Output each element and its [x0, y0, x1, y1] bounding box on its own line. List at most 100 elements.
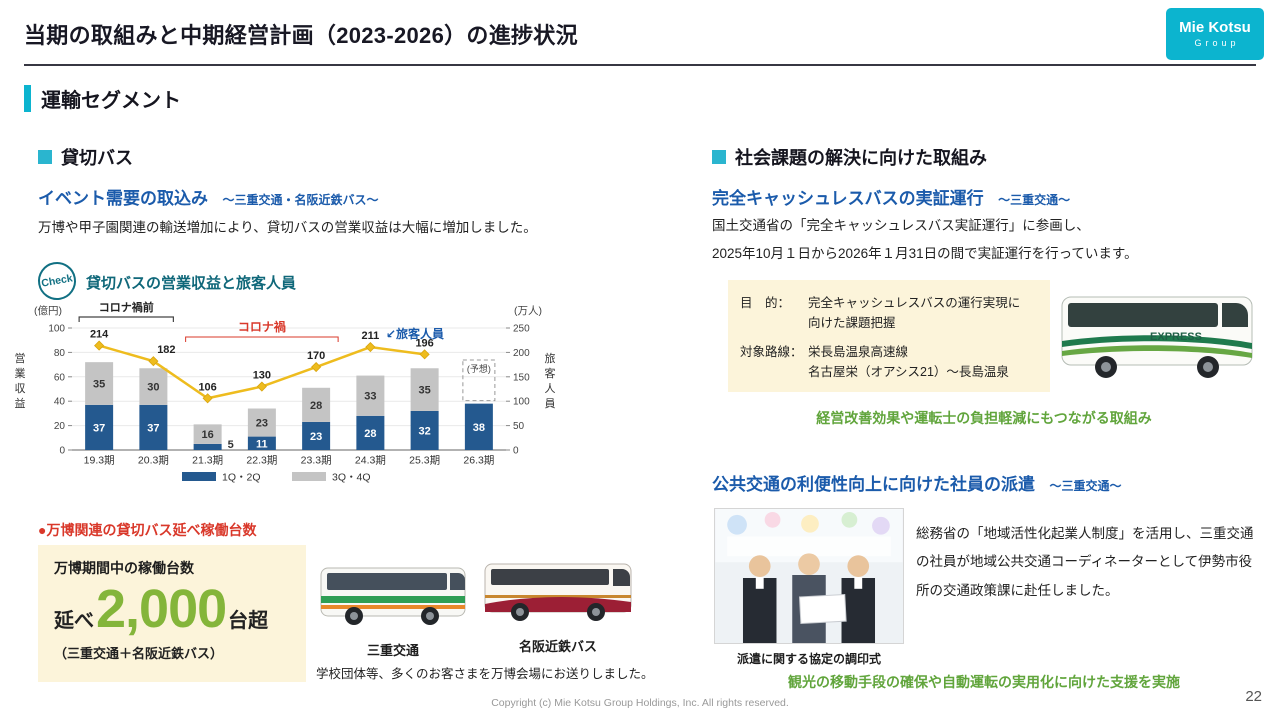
stat-note: （三重交通＋名阪近鉄バス） [54, 646, 224, 661]
topic-cashless: 完全キャッシュレスバスの実証運行 ～三重交通～ [712, 184, 1070, 209]
section-title: 運輸セグメント [41, 90, 181, 112]
svg-text:↙旅客人員: ↙旅客人員 [386, 326, 444, 341]
expo-fleet-bullet: ●万博関連の貸切バス延べ稼働台数 [38, 522, 257, 538]
bus-sign-text: EXPRESS [1150, 331, 1202, 343]
svg-text:37: 37 [93, 422, 105, 434]
stat-box-title: 万博期間中の稼働台数 [54, 560, 194, 576]
svg-text:200: 200 [513, 348, 530, 359]
svg-text:23: 23 [256, 418, 268, 430]
topic-dispatch-scope: ～三重交通～ [1049, 479, 1122, 493]
square-bullet-icon [712, 150, 726, 164]
svg-text:35: 35 [419, 385, 431, 397]
svg-text:0: 0 [513, 446, 519, 457]
svg-text:250: 250 [513, 324, 530, 335]
svg-text:33: 33 [364, 391, 376, 403]
topic-event-demand: イベント需要の取込み ～三重交通・名阪近鉄バス～ [38, 184, 378, 209]
route-row: 対象路線： 栄長島温泉高速線 名古屋栄（オアシス21）～長島温泉 [740, 342, 1038, 382]
topic-dispatch: 公共交通の利便性向上に向けた社員の派遣 ～三重交通～ [712, 470, 1121, 495]
event-demand-body: 万博や甲子園関連の輸送増加により、貸切バスの営業収益は大幅に増加しました。 [38, 220, 537, 235]
chart-title: 貸切バスの営業収益と旅客人員 [86, 275, 297, 292]
meihan-kintetsu-bus-photo [482, 552, 634, 630]
svg-text:コロナ禍前: コロナ禍前 [99, 300, 154, 314]
purpose-value: 完全キャッシュレスバスの運行実現に 向けた課題把握 [808, 293, 1038, 333]
purpose-line2: 向けた課題把握 [808, 316, 896, 330]
purpose-row: 目 的： 完全キャッシュレスバスの運行実現に 向けた課題把握 [740, 293, 1038, 333]
svg-text:(億円): (億円) [34, 304, 62, 317]
route-label: 対象路線： [740, 345, 803, 359]
check-stamp-icon: Check [34, 258, 80, 304]
svg-text:106: 106 [198, 381, 216, 393]
purpose-line1: 完全キャッシュレスバスの運行実現に [808, 296, 1021, 310]
svg-text:業: 業 [15, 367, 26, 380]
svg-text:182: 182 [157, 344, 175, 356]
expo-caption: 学校団体等、多くのお客さまを万博会場にお送りしました。 [316, 667, 654, 681]
topic-cashless-scope: ～三重交通～ [998, 193, 1071, 207]
svg-text:20.3期: 20.3期 [138, 455, 169, 467]
svg-text:196: 196 [415, 337, 433, 349]
svg-text:35: 35 [93, 379, 105, 391]
heading-social-issues: 社会課題の解決に向けた取組み [712, 144, 987, 170]
topic-event-demand-scope: ～三重交通・名阪近鉄バス～ [222, 193, 379, 207]
stat-big-number: 2,000 [96, 579, 227, 639]
heading-charter-bus: 貸切バス [38, 144, 133, 170]
mie-kotsu-bus-photo [318, 556, 468, 634]
svg-text:21.3期: 21.3期 [192, 455, 223, 467]
svg-text:(予想): (予想) [467, 363, 491, 374]
svg-text:37: 37 [147, 422, 159, 434]
mie-kotsu-group-logo: Mie Kotsu Group [1166, 8, 1264, 60]
cashless-body-line2: 2025年10月１日から2026年１月31日の間で実証運行を行っています。 [712, 246, 1138, 261]
stat-prefix: 延べ [54, 610, 94, 632]
svg-text:22.3期: 22.3期 [246, 455, 277, 467]
section-header: 運輸セグメント [24, 84, 181, 113]
svg-text:旅: 旅 [545, 351, 556, 365]
cashless-info-box: 目 的： 完全キャッシュレスバスの運行実現に 向けた課題把握 対象路線： 栄長島… [728, 280, 1050, 392]
svg-text:16: 16 [202, 429, 214, 441]
page-title: 当期の取組みと中期経営計画（2023-2026）の進捗状況 [24, 23, 578, 48]
svg-text:1Q・2Q: 1Q・2Q [222, 472, 261, 484]
svg-text:19.3期: 19.3期 [84, 455, 115, 467]
svg-text:益: 益 [15, 396, 26, 410]
square-bullet-icon [38, 150, 52, 164]
express-bus-photo: EXPRESS [1058, 283, 1256, 391]
mie-kotsu-bus-label: 三重交通 [366, 643, 419, 658]
svg-text:30: 30 [147, 382, 159, 394]
svg-text:人: 人 [545, 382, 556, 395]
svg-text:26.3期: 26.3期 [463, 455, 494, 467]
svg-text:80: 80 [54, 348, 66, 359]
svg-text:170: 170 [307, 350, 325, 362]
topic-event-demand-title: イベント需要の取込み [38, 189, 208, 208]
svg-text:211: 211 [362, 330, 380, 342]
section-accent-bar [24, 85, 31, 112]
svg-text:員: 員 [545, 397, 556, 410]
svg-text:3Q・4Q: 3Q・4Q [332, 472, 371, 484]
route-value: 栄長島温泉高速線 名古屋栄（オアシス21）～長島温泉 [808, 342, 1038, 382]
svg-text:28: 28 [310, 400, 322, 412]
svg-text:214: 214 [90, 329, 109, 341]
route-line2: 名古屋栄（オアシス21）～長島温泉 [808, 365, 1009, 379]
page-number: 22 [1245, 688, 1262, 705]
svg-text:32: 32 [419, 425, 431, 437]
svg-text:(万人): (万人) [514, 305, 542, 317]
dispatch-effect-statement: 観光の移動手段の確保や自動運転の実用化に向けた支援を実施 [788, 674, 1180, 690]
svg-text:営: 営 [15, 351, 26, 365]
topic-dispatch-title: 公共交通の利便性向上に向けた社員の派遣 [712, 475, 1035, 494]
svg-text:28: 28 [364, 428, 376, 440]
svg-text:5: 5 [228, 439, 234, 451]
logo-name: Mie Kotsu [1179, 19, 1251, 36]
svg-text:23.3期: 23.3期 [301, 455, 332, 467]
purpose-label: 目 的： [740, 296, 791, 310]
svg-text:40: 40 [54, 397, 66, 408]
header-divider [24, 64, 1256, 66]
cashless-body-line1: 国土交通省の「完全キャッシュレスバス実証運行」に参画し、 [712, 218, 1090, 233]
svg-text:100: 100 [513, 397, 530, 408]
logo-subname: Group [1194, 37, 1240, 48]
heading-social-issues-label: 社会課題の解決に向けた取組み [735, 148, 987, 168]
svg-text:11: 11 [256, 438, 268, 450]
svg-text:100: 100 [48, 324, 65, 335]
svg-text:150: 150 [513, 372, 530, 383]
svg-text:60: 60 [54, 372, 66, 383]
copyright: Copyright (c) Mie Kotsu Group Holdings, … [491, 697, 789, 709]
svg-text:コロナ禍: コロナ禍 [238, 319, 286, 334]
svg-text:38: 38 [473, 422, 485, 434]
